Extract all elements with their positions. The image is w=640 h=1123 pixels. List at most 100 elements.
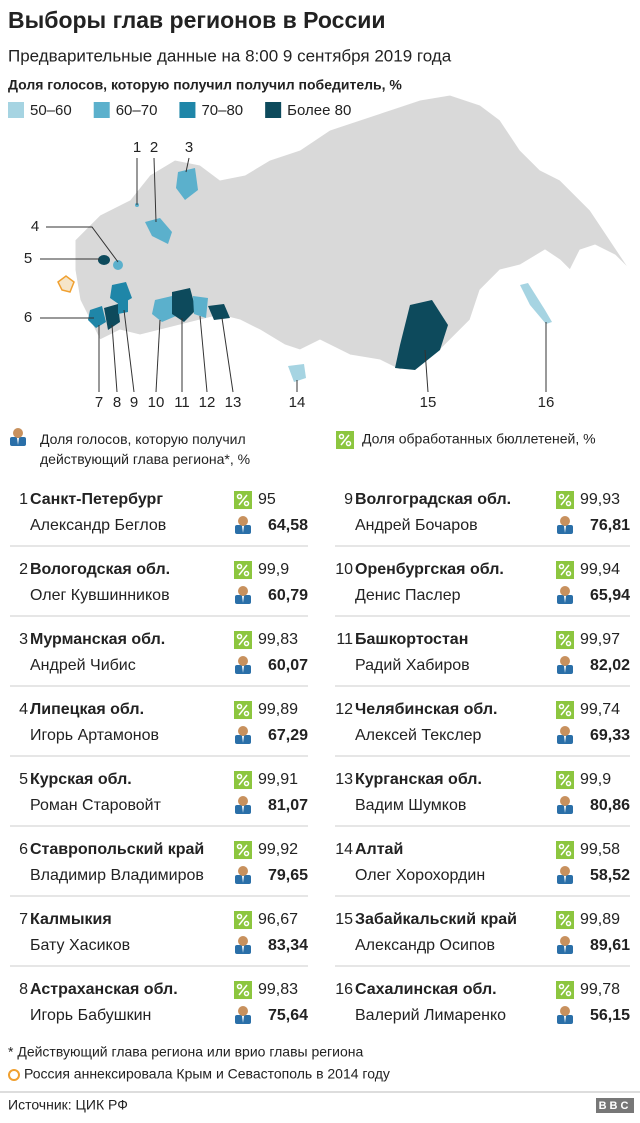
entry-name: Радий Хабиров (355, 657, 470, 674)
entry-vote: 80,86 (590, 797, 630, 814)
region (118, 298, 128, 314)
percent-icon-slash (560, 914, 570, 926)
legend-swatch (179, 102, 196, 118)
entry-number: 12 (335, 701, 353, 718)
percent-icon-dot (236, 773, 243, 780)
callouts (40, 157, 547, 393)
percent-icon-dot (558, 773, 565, 780)
percent-icon-slash (560, 774, 570, 786)
person-icon-head (238, 726, 248, 736)
percent-icon-slash (238, 634, 248, 646)
logo: BBC (599, 1100, 632, 1112)
region (208, 304, 230, 320)
entry-region: Санкт-Петербург (30, 491, 163, 508)
person-icon-tie (242, 526, 244, 533)
entry-vote: 89,61 (590, 937, 630, 954)
icon-legend-text: Доля голосов, которую получил действующий… (40, 431, 250, 467)
percent-icon-slash (238, 774, 248, 786)
percent-icon-dot (243, 990, 250, 997)
entry-vote: 56,15 (590, 1007, 630, 1024)
entry-number: 6 (19, 841, 28, 858)
percent-icon-dot (243, 500, 250, 507)
percent-icon-dot (558, 983, 565, 990)
percent-icon-slash (560, 564, 570, 576)
entry-processed: 99,92 (258, 841, 298, 858)
person-icon-tie (17, 438, 19, 445)
entry-vote: 83,34 (268, 937, 308, 954)
entry-vote: 65,94 (590, 587, 630, 604)
entry-vote: 60,07 (268, 657, 308, 674)
entry-number: 11 (336, 631, 353, 648)
map-label: 5 (24, 250, 32, 267)
region (145, 218, 172, 244)
region (98, 255, 110, 265)
person-icon-head (238, 516, 248, 526)
entry-name: Владимир Владимиров (30, 867, 204, 884)
entry-processed: 99,97 (580, 631, 620, 648)
person-icon-head (238, 936, 248, 946)
entry-processed: 99,83 (258, 631, 298, 648)
region (104, 304, 120, 330)
entry-number: 4 (19, 701, 28, 718)
person-icon-head (238, 1006, 248, 1016)
entry-name: Олег Кувшинников (30, 587, 170, 604)
entry-processed: 95 (258, 491, 276, 508)
entry-region: Алтай (355, 841, 403, 858)
person-icon-tie (564, 946, 566, 953)
percent-icon-slash (238, 914, 248, 926)
map-label: 13 (225, 394, 242, 411)
entry-processed: 99,78 (580, 981, 620, 998)
entry-region: Забайкальский край (355, 911, 517, 928)
percent-icon-dot (565, 780, 572, 787)
entry-number: 9 (344, 491, 353, 508)
icon-legend-text: Доля обработанных бюллетеней, % (362, 431, 596, 447)
map-label: 15 (420, 394, 437, 411)
entry-name: Андрей Чибис (30, 657, 136, 674)
entry-region: Ставропольский край (30, 841, 204, 858)
person-icon-tie (242, 806, 244, 813)
entry-name: Игорь Бабушкин (30, 1007, 151, 1024)
entry-processed: 99,9 (580, 771, 611, 788)
entry-processed: 99,58 (580, 841, 620, 858)
map-label: 7 (95, 394, 103, 411)
percent-icon-dot (243, 850, 250, 857)
map-label: 4 (31, 218, 39, 235)
entry-region: Липецкая обл. (30, 701, 144, 718)
entry-name: Алексей Текслер (355, 727, 482, 744)
regions (88, 168, 552, 382)
percent-icon-dot (558, 633, 565, 640)
entry-processed: 99,93 (580, 491, 620, 508)
entry-vote: 67,29 (268, 727, 308, 744)
percent-icon-dot (243, 570, 250, 577)
percent-icon-slash (238, 844, 248, 856)
entry-name: Бату Хасиков (30, 937, 130, 954)
entry-processed: 99,94 (580, 561, 620, 578)
entry-number: 2 (19, 561, 28, 578)
person-icon-tie (564, 1016, 566, 1023)
percent-icon-dot (558, 563, 565, 570)
percent-icon-slash (560, 844, 570, 856)
entry-region: Сахалинская обл. (355, 981, 497, 998)
entry-number: 3 (19, 631, 28, 648)
entry-name: Роман Старовойт (30, 797, 162, 814)
entry-region: Калмыкия (30, 911, 112, 928)
percent-icon-dot (565, 500, 572, 507)
entry-name: Денис Паслер (355, 587, 461, 604)
region (193, 296, 208, 318)
map-label: 9 (130, 394, 138, 411)
footnote: Россия аннексировала Крым и Севастополь … (24, 1066, 390, 1082)
entry-name: Валерий Лимаренко (355, 1007, 506, 1024)
region (88, 306, 106, 328)
percent-icon-slash (560, 704, 570, 716)
region (395, 300, 448, 370)
percent-icon-dot (243, 920, 250, 927)
percent-icon-dot (236, 703, 243, 710)
percent-icon-dot (565, 920, 572, 927)
entry-vote: 81,07 (268, 797, 308, 814)
percent-icon-dot (236, 563, 243, 570)
person-icon-head (238, 866, 248, 876)
source: Источник: ЦИК РФ (8, 1097, 128, 1113)
person-icon-tie (242, 1016, 244, 1023)
